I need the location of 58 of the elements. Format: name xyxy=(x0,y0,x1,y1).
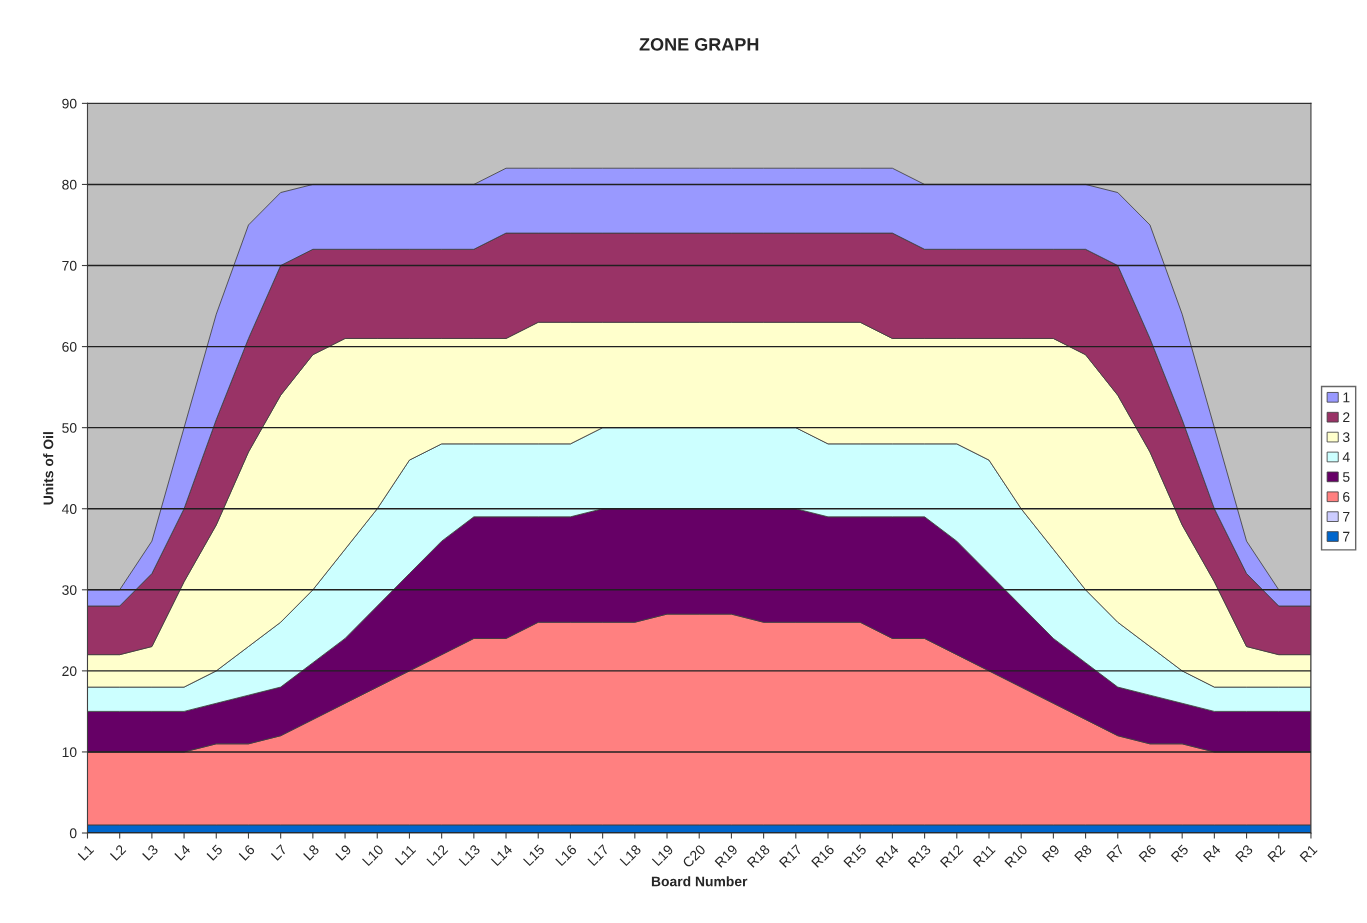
x-tick-label: L15 xyxy=(523,844,546,867)
legend-label: 6 xyxy=(1343,491,1350,502)
x-tick-label: R11 xyxy=(972,844,996,868)
legend-label: 1 xyxy=(1343,392,1350,403)
x-tick-label: L12 xyxy=(426,844,449,867)
legend-label: 7 xyxy=(1343,531,1350,542)
x-tick-label: L2 xyxy=(109,844,127,861)
x-tick-label: R7 xyxy=(1106,844,1125,863)
x-tick-label: R10 xyxy=(1004,844,1029,868)
legend-label: 3 xyxy=(1342,432,1350,443)
legend-label: 4 xyxy=(1342,452,1350,462)
x-tick-label: C20 xyxy=(681,844,707,869)
x-tick-label: L5 xyxy=(206,844,224,861)
y-tick-label: 30 xyxy=(62,585,77,595)
legend-label: 7 xyxy=(1343,511,1350,522)
x-tick-label: L8 xyxy=(303,844,320,861)
x-tick-label: L14 xyxy=(490,844,513,867)
x-tick-label: L3 xyxy=(142,844,159,861)
x-tick-label: R19 xyxy=(714,844,739,868)
x-tick-label: L4 xyxy=(174,844,191,861)
x-axis-title: Board Number xyxy=(651,876,748,887)
y-tick-label: 60 xyxy=(62,341,77,352)
y-tick-label: 90 xyxy=(62,98,77,109)
x-tick-label: L16 xyxy=(555,844,578,867)
x-tick-label: L6 xyxy=(238,844,256,861)
x-tick-label: R3 xyxy=(1235,844,1254,863)
x-tick-label: R16 xyxy=(811,844,835,868)
x-tick-label: L17 xyxy=(587,844,610,867)
x-tick-label: L1 xyxy=(77,844,95,861)
y-tick-label: 80 xyxy=(62,179,77,190)
x-tick-label: R1 xyxy=(1299,844,1318,863)
x-tick-label: L9 xyxy=(335,844,352,861)
x-tick-label: R9 xyxy=(1041,844,1061,863)
x-tick-label: R4 xyxy=(1202,844,1222,863)
x-tick-label: R13 xyxy=(907,844,932,868)
y-tick-label: 70 xyxy=(62,260,77,271)
legend-label: 2 xyxy=(1343,412,1350,423)
x-tick-label: R14 xyxy=(875,844,900,868)
x-tick-label: L7 xyxy=(270,844,288,861)
x-tick-label: L10 xyxy=(361,844,385,867)
x-tick-label: R8 xyxy=(1074,844,1093,863)
y-tick-label: 40 xyxy=(61,504,77,514)
x-tick-label: L18 xyxy=(619,844,642,867)
x-tick-label: R5 xyxy=(1170,844,1189,863)
x-tick-label: R18 xyxy=(746,844,771,868)
x-tick-label: L13 xyxy=(458,844,481,867)
x-tick-label: L11 xyxy=(394,844,417,866)
y-axis-title: Units of Oil xyxy=(43,432,54,505)
x-tick-label: R12 xyxy=(939,844,964,868)
y-tick-label: 10 xyxy=(62,747,77,758)
y-tick-label: 0 xyxy=(69,828,77,839)
x-tick-label: R2 xyxy=(1267,844,1286,863)
chart-title: ZONE GRAPH xyxy=(639,37,759,51)
y-tick-label: 50 xyxy=(62,422,77,433)
x-tick-label: R6 xyxy=(1138,844,1157,863)
y-tick-label: 20 xyxy=(62,666,77,677)
legend-label: 5 xyxy=(1342,472,1350,482)
x-tick-label: L19 xyxy=(651,844,674,867)
